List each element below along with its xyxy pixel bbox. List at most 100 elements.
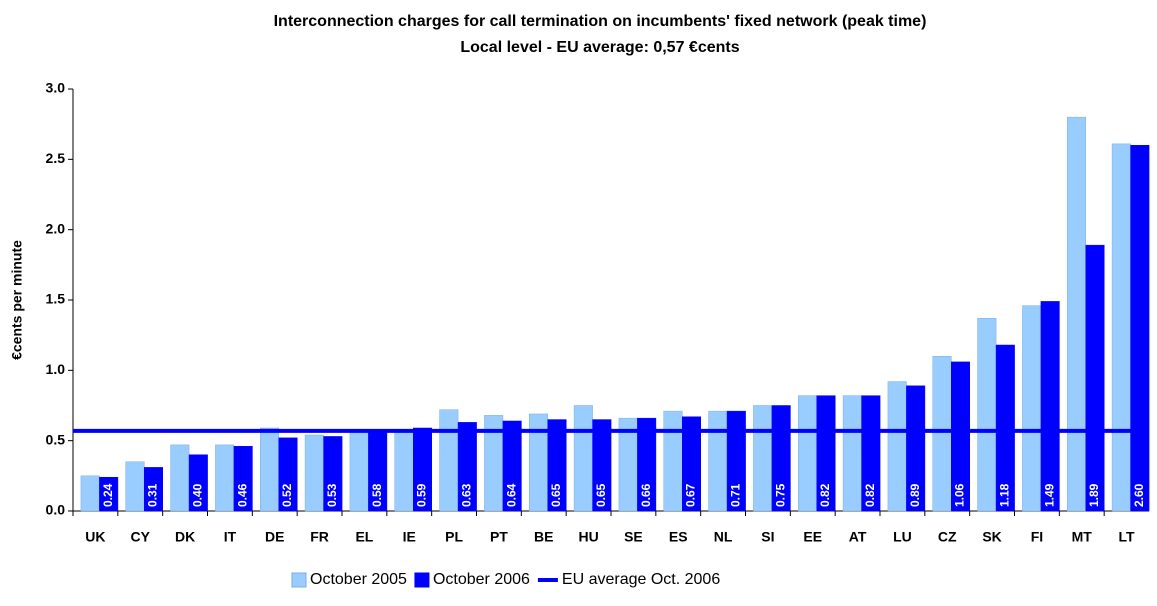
legend-swatch (414, 572, 430, 588)
bar (349, 429, 369, 512)
bar (573, 405, 593, 512)
value-label: 0.82 (863, 483, 877, 507)
y-tick-label: 0.5 (46, 431, 66, 447)
bar (798, 395, 817, 512)
x-tick-label: EL (355, 529, 373, 545)
x-tick-label: UK (85, 529, 105, 545)
bar (861, 395, 881, 512)
legend-label: October 2006 (433, 571, 530, 588)
value-label: 0.66 (639, 483, 653, 507)
bar (753, 405, 773, 512)
value-label: 0.89 (908, 483, 922, 507)
chart-subtitle: Local level - EU average: 0,57 €cents (460, 39, 739, 56)
y-tick-label: 0.0 (46, 502, 66, 518)
y-tick-label: 1.0 (46, 361, 66, 377)
bar (80, 475, 100, 512)
bar (592, 419, 612, 512)
x-tick-label: LU (893, 529, 912, 545)
x-tick-label: PL (445, 529, 463, 545)
value-label: 1.18 (998, 483, 1012, 507)
x-tick-label: MT (1072, 529, 1093, 545)
bar (951, 361, 970, 512)
bar (323, 436, 343, 512)
x-tick-label: HU (578, 529, 598, 545)
x-tick-label: DK (175, 529, 195, 545)
value-label: 1.06 (953, 483, 967, 507)
bar (529, 413, 548, 512)
bar (304, 434, 324, 512)
bar (1130, 145, 1150, 512)
bar (637, 417, 657, 512)
chart-title: Interconnection charges for call termina… (274, 13, 927, 30)
bar (394, 429, 414, 512)
value-label: 1.89 (1087, 483, 1101, 507)
x-tick-label: SE (624, 529, 643, 545)
bar (842, 395, 862, 512)
value-label: 2.60 (1132, 483, 1146, 507)
legend-label: EU average Oct. 2006 (562, 571, 720, 588)
y-axis-label: €cents per minute (9, 240, 25, 360)
legend-label: October 2005 (310, 571, 407, 588)
bar (977, 318, 997, 512)
x-tick-label: CZ (938, 529, 957, 545)
legend-swatch (291, 572, 307, 588)
bar (278, 437, 298, 512)
value-label: 0.40 (191, 483, 205, 507)
y-tick-label: 2.5 (46, 150, 66, 166)
value-label: 0.82 (818, 483, 832, 507)
bar (99, 476, 119, 512)
bar (663, 410, 683, 512)
bar (188, 454, 208, 512)
x-tick-label: PT (490, 529, 508, 545)
x-tick-label: AT (849, 529, 867, 545)
x-tick-label: FI (1031, 529, 1043, 545)
bar (125, 461, 145, 512)
bar (1111, 143, 1131, 512)
value-label: 0.71 (729, 483, 743, 507)
bar (726, 410, 746, 512)
value-label: 0.59 (415, 483, 429, 507)
value-label: 0.52 (280, 483, 294, 507)
x-tick-label: LT (1119, 529, 1136, 545)
x-tick-label: SK (982, 529, 1001, 545)
x-tick-label: IE (403, 529, 416, 545)
bar (260, 427, 279, 512)
value-label: 0.63 (460, 483, 474, 507)
bar (215, 444, 235, 512)
x-tick-label: ES (669, 529, 688, 545)
bar (144, 467, 163, 512)
bar (1040, 301, 1060, 512)
bar (233, 446, 253, 512)
x-tick-label: BE (534, 529, 553, 545)
value-label: 0.65 (594, 483, 608, 507)
bar (1085, 244, 1105, 512)
y-tick-label: 1.5 (46, 291, 66, 307)
bar (170, 444, 190, 512)
y-tick-label: 2.0 (46, 220, 66, 236)
bar (439, 409, 459, 512)
value-label: 0.75 (773, 483, 787, 507)
x-tick-label: CY (131, 529, 151, 545)
bar (906, 385, 926, 512)
x-tick-label: DE (265, 529, 284, 545)
bar (502, 420, 522, 512)
bar (932, 356, 952, 512)
value-label: 0.53 (325, 483, 339, 507)
bar (457, 422, 477, 512)
value-label: 0.65 (549, 483, 563, 507)
bar (682, 416, 701, 512)
bar (413, 427, 432, 512)
value-label: 0.64 (504, 483, 518, 507)
x-tick-label: NL (714, 529, 733, 545)
bar (887, 381, 907, 512)
value-label: 0.58 (370, 483, 384, 507)
bar (995, 344, 1015, 512)
value-label: 0.46 (235, 483, 249, 507)
y-tick-label: 3.0 (46, 80, 66, 96)
x-tick-label: EE (803, 529, 822, 545)
value-label: 0.24 (101, 483, 115, 507)
bar (816, 395, 836, 512)
x-tick-label: FR (310, 529, 329, 545)
value-label: 0.67 (684, 483, 698, 507)
